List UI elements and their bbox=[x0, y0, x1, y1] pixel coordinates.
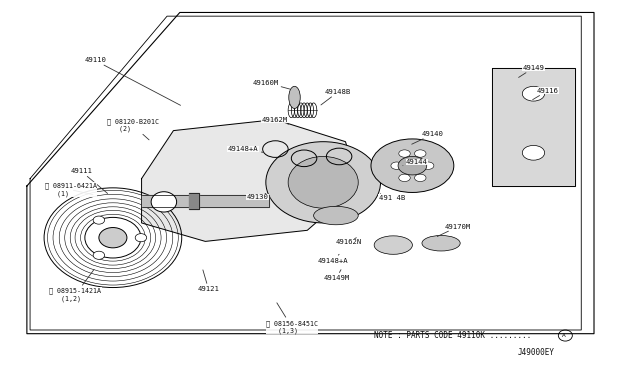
Text: 491 4B: 491 4B bbox=[379, 193, 405, 201]
Ellipse shape bbox=[415, 150, 426, 157]
Text: Ⓝ 08911-6421A
   (1): Ⓝ 08911-6421A (1) bbox=[45, 183, 97, 197]
Polygon shape bbox=[141, 195, 269, 208]
Text: 49111: 49111 bbox=[70, 168, 108, 193]
Ellipse shape bbox=[288, 157, 358, 208]
Ellipse shape bbox=[522, 86, 545, 101]
Ellipse shape bbox=[151, 192, 177, 212]
Ellipse shape bbox=[399, 174, 410, 182]
Ellipse shape bbox=[422, 235, 460, 251]
Text: 49140: 49140 bbox=[412, 131, 444, 144]
Text: 49116: 49116 bbox=[532, 88, 559, 100]
Ellipse shape bbox=[266, 142, 381, 223]
Ellipse shape bbox=[314, 206, 358, 225]
Text: 49110: 49110 bbox=[84, 57, 180, 105]
Ellipse shape bbox=[398, 157, 427, 175]
Text: 49160M: 49160M bbox=[253, 80, 291, 89]
Ellipse shape bbox=[99, 228, 127, 248]
Ellipse shape bbox=[135, 234, 147, 242]
Text: J49000EY: J49000EY bbox=[518, 349, 554, 357]
Polygon shape bbox=[492, 68, 575, 186]
Text: 49144: 49144 bbox=[403, 159, 428, 166]
Polygon shape bbox=[141, 119, 358, 241]
Text: 49162N: 49162N bbox=[336, 238, 362, 245]
Text: 49162M: 49162M bbox=[261, 116, 289, 124]
Ellipse shape bbox=[289, 86, 300, 109]
Text: 49148+A: 49148+A bbox=[318, 254, 349, 264]
Text: 49148B: 49148B bbox=[321, 89, 351, 105]
Ellipse shape bbox=[415, 174, 426, 182]
Text: 49170M: 49170M bbox=[437, 224, 471, 237]
Text: Ⓝ 08915-1421A
   (1,2): Ⓝ 08915-1421A (1,2) bbox=[49, 269, 101, 302]
Ellipse shape bbox=[374, 236, 412, 254]
Ellipse shape bbox=[422, 162, 434, 169]
Text: Ⓡ 08156-8451C
   (1,3): Ⓡ 08156-8451C (1,3) bbox=[266, 303, 318, 334]
Ellipse shape bbox=[93, 216, 104, 224]
Text: 49121: 49121 bbox=[198, 270, 220, 292]
Text: Ⓑ 08120-B201C
   (2): Ⓑ 08120-B201C (2) bbox=[106, 118, 159, 140]
Ellipse shape bbox=[93, 251, 104, 259]
Ellipse shape bbox=[399, 150, 410, 157]
Polygon shape bbox=[189, 193, 199, 209]
Text: 49149M: 49149M bbox=[323, 270, 349, 281]
Ellipse shape bbox=[391, 162, 403, 169]
Text: NOTE : PARTS CODE 49110K .........: NOTE : PARTS CODE 49110K ......... bbox=[374, 331, 531, 340]
Text: 49148+A: 49148+A bbox=[228, 146, 263, 152]
Text: 49130: 49130 bbox=[246, 193, 269, 200]
Ellipse shape bbox=[371, 139, 454, 192]
Ellipse shape bbox=[522, 145, 545, 160]
Text: 49149: 49149 bbox=[518, 65, 545, 77]
Text: A: A bbox=[562, 333, 566, 338]
